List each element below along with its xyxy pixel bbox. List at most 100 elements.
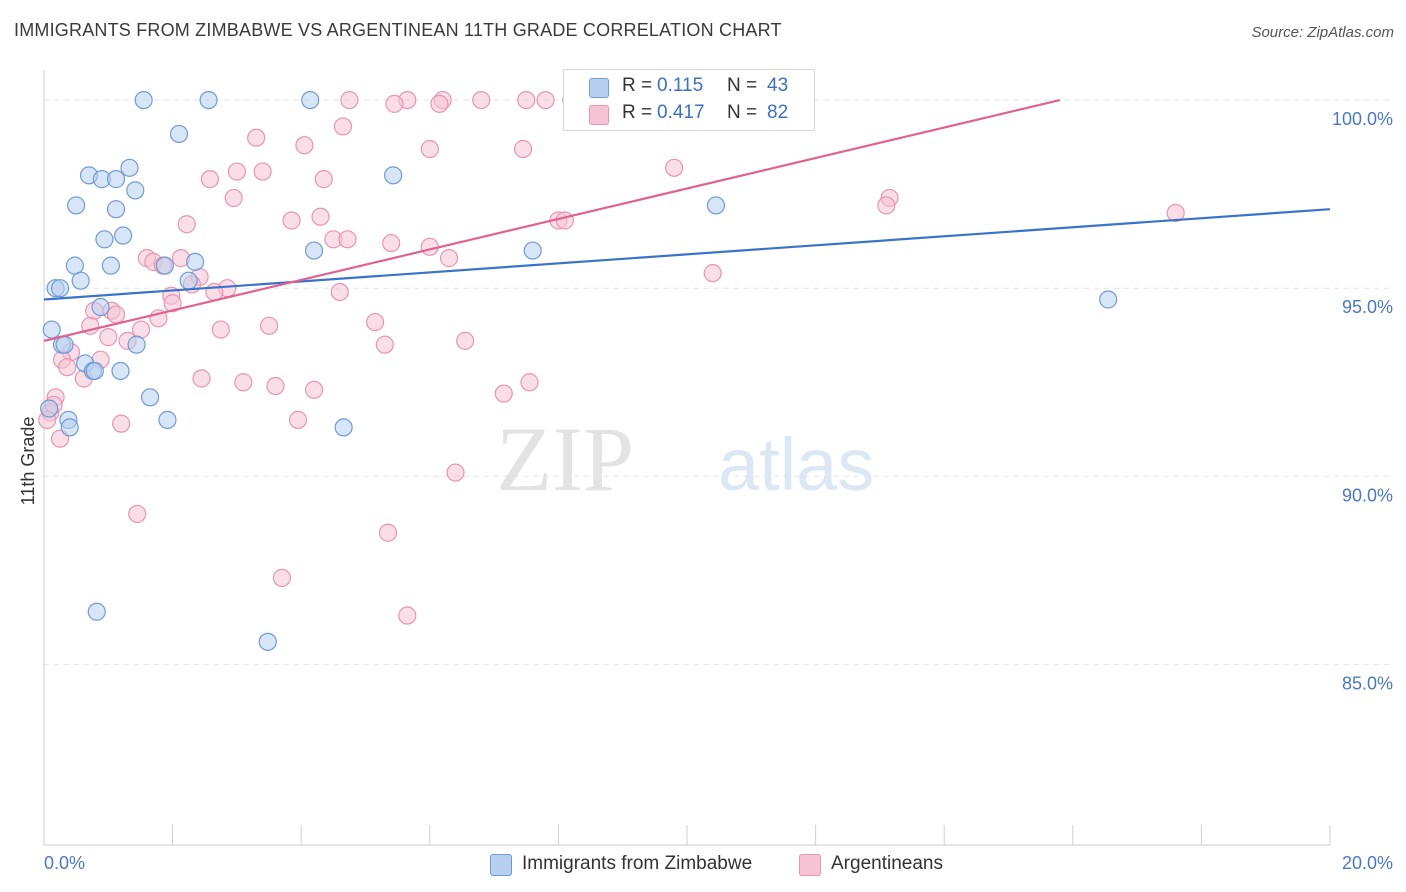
argentineans-point — [472, 90, 491, 110]
argentineans-point — [877, 196, 896, 215]
argentineans-point — [253, 162, 272, 181]
argentineans-point — [272, 568, 292, 587]
legend-r-value: 0.115 — [657, 75, 704, 96]
x-tick-label: 0.0% — [44, 853, 85, 873]
legend-label-argentineans: Argentineans — [831, 853, 943, 874]
argentineans-point — [266, 376, 285, 396]
zimbabwe-point — [113, 226, 133, 245]
argentineans-points — [38, 90, 1185, 625]
argentineans-point — [703, 264, 722, 283]
legend-swatch-zimbabwe — [490, 854, 512, 876]
argentineans-point — [304, 380, 324, 399]
zimbabwe-point — [67, 196, 86, 215]
zimbabwe-point — [186, 252, 205, 271]
legend-n-label: N = — [727, 102, 758, 123]
argentineans-point — [295, 136, 314, 155]
argentineans-point — [439, 249, 459, 268]
y-tick-label: 90.0% — [1342, 485, 1393, 505]
stats-legend: R = 0.115 N = 43 R = 0.417 N = 82 — [563, 69, 815, 131]
zimbabwe-point — [85, 361, 104, 381]
argentineans-point — [211, 320, 230, 339]
legend-r-label: R = — [622, 102, 653, 123]
argentineans-point — [430, 94, 449, 113]
zimbabwe-points — [40, 90, 1118, 651]
y-axis-title: 11th Grade — [18, 417, 38, 506]
zimbabwe-point — [169, 124, 189, 144]
zimbabwe-point — [71, 271, 90, 290]
legend-swatch-zimbabwe — [589, 78, 609, 98]
zimbabwe-point — [95, 230, 114, 249]
zimbabwe-point — [91, 297, 110, 317]
argentineans-point — [340, 90, 359, 110]
legend-swatch-argentineans — [589, 105, 609, 125]
argentineans-point — [420, 237, 439, 256]
argentineans-point — [282, 211, 301, 230]
argentineans-point — [192, 369, 211, 388]
zimbabwe-point — [301, 90, 320, 110]
zimbabwe-point — [155, 256, 174, 275]
zimbabwe-point — [179, 271, 198, 290]
legend-label-zimbabwe: Immigrants from Zimbabwe — [522, 853, 753, 874]
argentineans-point — [311, 207, 330, 226]
argentineans-point — [333, 117, 353, 136]
argentineans-point — [398, 606, 417, 625]
chart-title: IMMIGRANTS FROM ZIMBABWE VS ARGENTINEAN … — [14, 20, 782, 40]
legend-n-value: 82 — [767, 102, 789, 123]
argentineans-point — [112, 414, 131, 433]
argentineans-point — [106, 305, 126, 324]
argentineans-point — [247, 128, 266, 147]
argentineans-point — [338, 230, 357, 249]
argentineans-point — [555, 211, 574, 230]
axes — [43, 70, 1331, 846]
argentineans-point — [382, 233, 401, 253]
argentineans-point — [420, 139, 439, 159]
series-legend: Immigrants from Zimbabwe Argentineans — [0, 851, 1406, 879]
argentineans-point — [227, 162, 246, 181]
argentineans-point — [234, 373, 253, 392]
zimbabwe-point — [50, 279, 70, 298]
trend-lines — [43, 99, 1331, 342]
zimbabwe-point — [384, 166, 403, 185]
tick-labels: 100.0% 95.0% 90.0% 85.0% 0.0% 20.0% — [44, 109, 1393, 873]
zimbabwe-point — [65, 256, 84, 275]
argentineans-point — [163, 294, 182, 313]
argentineans-point — [366, 312, 385, 332]
argentineans-point — [200, 170, 219, 189]
legend-row-argentineans: R = 0.417 N = 82 — [564, 100, 814, 126]
zimbabwe-point — [42, 320, 61, 339]
watermark: ZIP atlas — [496, 408, 874, 510]
zimbabwe-point — [101, 256, 120, 275]
argentineans-point — [177, 215, 196, 234]
y-tick-label: 85.0% — [1342, 673, 1393, 693]
argentineans-point — [330, 282, 349, 302]
zimbabwe-point — [134, 90, 153, 110]
zimbabwe-point — [140, 388, 160, 407]
argentineans-point — [314, 170, 333, 189]
zimbabwe-point — [523, 241, 542, 260]
zimbabwe-point — [158, 410, 177, 429]
zimbabwe-point — [127, 335, 146, 354]
y-tick-label: 100.0% — [1332, 109, 1393, 129]
argentineans-point — [224, 188, 243, 208]
argentineans-point — [378, 523, 398, 542]
argentineans-point — [131, 320, 151, 339]
legend-n-value: 43 — [767, 75, 789, 96]
zimbabwe-point — [87, 602, 106, 621]
argentineans-point — [99, 328, 118, 347]
zimbabwe-point — [55, 335, 74, 354]
watermark-atlas: atlas — [718, 423, 874, 506]
legend-r-value: 0.417 — [657, 102, 705, 123]
argentineans-point — [288, 410, 308, 429]
argentineans-point — [494, 384, 513, 403]
watermark-zip: ZIP — [496, 408, 634, 510]
argentineans-point — [520, 373, 539, 392]
y-tick-label: 95.0% — [1342, 297, 1393, 317]
argentineans-point — [665, 158, 684, 177]
zimbabwe-point — [120, 158, 139, 177]
argentineans-point — [536, 90, 555, 110]
legend-row-zimbabwe: R = 0.115 N = 43 — [564, 73, 814, 99]
argentineans-point — [128, 504, 147, 524]
zimbabwe-point — [111, 361, 130, 381]
argentineans-point — [385, 94, 404, 113]
